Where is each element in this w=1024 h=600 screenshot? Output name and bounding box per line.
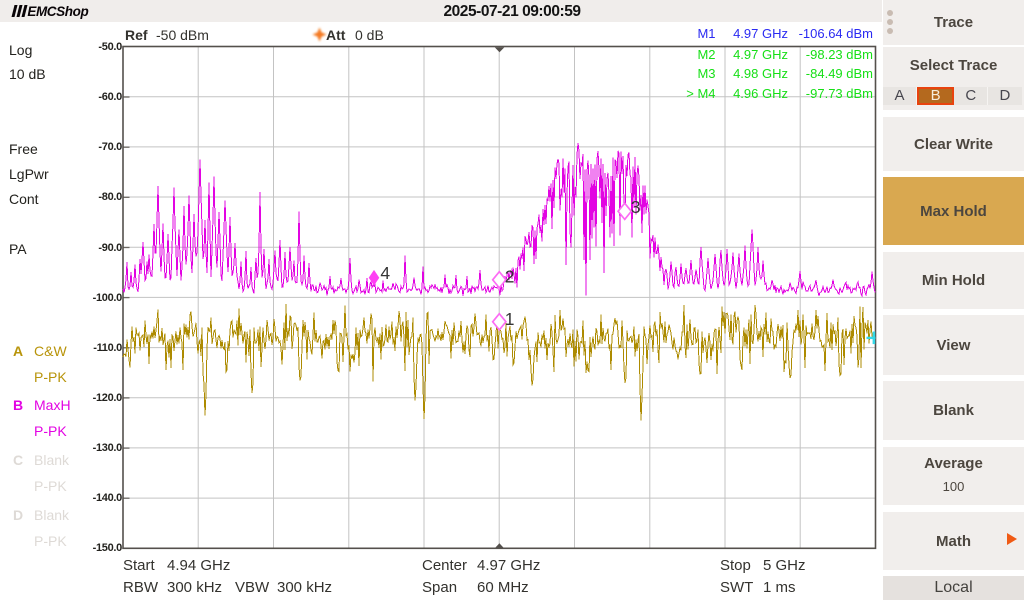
svg-text:2: 2 — [505, 267, 515, 287]
svg-text:3: 3 — [631, 197, 641, 217]
svg-text:4: 4 — [380, 263, 390, 283]
svg-text:1: 1 — [505, 309, 515, 329]
